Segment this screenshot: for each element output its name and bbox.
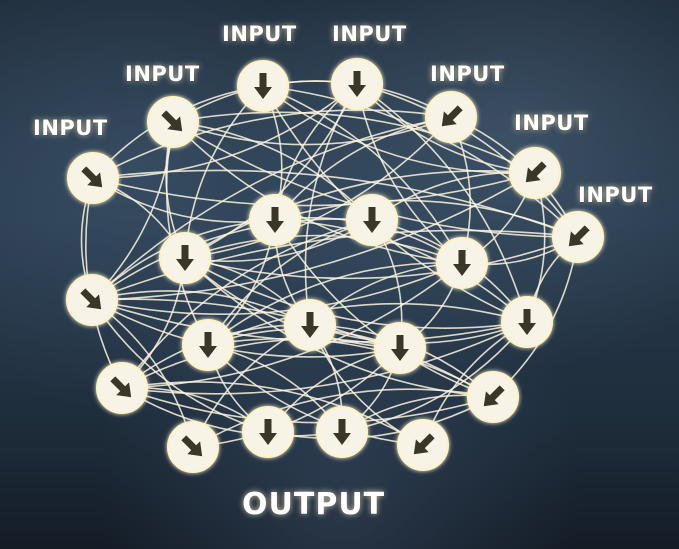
connection-edge [92, 172, 536, 207]
input-label: INPUT [430, 62, 505, 86]
down-arrow-icon [333, 419, 351, 445]
down-left-arrow-icon [441, 105, 463, 127]
connection-edge [92, 109, 452, 179]
connection-edge [92, 83, 358, 179]
down-right-arrow-icon [81, 166, 103, 188]
connection-edge [121, 321, 528, 395]
down-arrow-icon [199, 332, 217, 358]
network-node [249, 194, 301, 246]
input-label: INPUT [222, 22, 297, 46]
connection-edge [341, 321, 528, 433]
connection-edge [91, 299, 269, 433]
network-node [552, 211, 604, 263]
network-node [167, 421, 219, 473]
down-arrow-icon [254, 73, 272, 99]
connection-edge [207, 338, 494, 398]
down-arrow-icon [363, 207, 381, 233]
network-node [509, 147, 561, 199]
network-node [467, 371, 519, 423]
connection-edge [91, 116, 452, 301]
network-node [331, 58, 383, 110]
network-node [242, 406, 294, 458]
down-arrow-icon [518, 309, 536, 335]
connection-edge [121, 387, 494, 424]
network-node [316, 406, 368, 458]
connection-edge [184, 236, 579, 280]
down-arrow-icon [259, 419, 277, 445]
connection-edge [207, 344, 424, 446]
connection-edge [91, 299, 401, 358]
network-node [374, 322, 426, 374]
connection-edge [262, 85, 463, 264]
connection-edge [91, 290, 311, 326]
network-node [397, 419, 449, 471]
down-right-arrow-icon [181, 435, 203, 457]
network-node [96, 362, 148, 414]
network-node [436, 237, 488, 289]
down-arrow-icon [301, 312, 319, 338]
connection-edge [91, 229, 579, 301]
output-label: OUTPUT [242, 487, 386, 522]
down-left-arrow-icon [525, 161, 547, 183]
network-node [284, 299, 336, 351]
down-arrow-icon [348, 71, 366, 97]
down-left-arrow-icon [483, 385, 505, 407]
connection-edge [274, 219, 528, 323]
connection-edge [121, 338, 401, 389]
connection-edge [274, 199, 579, 238]
network-node [237, 60, 289, 112]
connection-edge [356, 83, 528, 323]
input-label: INPUT [33, 116, 108, 140]
down-left-arrow-icon [413, 433, 435, 455]
network-node [346, 194, 398, 246]
connection-edge [184, 234, 463, 264]
down-arrow-icon [176, 245, 194, 271]
input-label: INPUT [578, 183, 653, 207]
network-node [67, 152, 119, 204]
network-node [159, 232, 211, 284]
connection-edge [192, 347, 401, 448]
input-label: INPUT [125, 62, 200, 86]
connection-edge [91, 218, 373, 301]
network-nodes [66, 58, 604, 473]
network-node [147, 96, 199, 148]
down-right-arrow-icon [110, 376, 132, 398]
input-label: INPUT [514, 111, 589, 135]
connection-edge [207, 261, 463, 346]
connection-edge [91, 172, 536, 301]
network-node [182, 319, 234, 371]
connection-edge [207, 219, 373, 346]
down-arrow-icon [266, 207, 284, 233]
connection-edge [267, 396, 494, 440]
network-node [425, 91, 477, 143]
connection-edge [184, 116, 452, 259]
down-arrow-icon [391, 335, 409, 361]
network-node [501, 296, 553, 348]
connection-edge [356, 83, 579, 238]
connection-edge [356, 83, 463, 264]
connection-edge [184, 257, 528, 329]
down-arrow-icon [453, 250, 471, 276]
network-node [66, 274, 118, 326]
down-right-arrow-icon [80, 288, 102, 310]
down-right-arrow-icon [161, 110, 183, 132]
down-left-arrow-icon [568, 225, 590, 247]
connection-edge [121, 381, 424, 446]
input-label: INPUT [332, 22, 407, 46]
connection-edge [304, 83, 358, 326]
connection-edge [192, 388, 494, 448]
connection-edge [172, 111, 536, 174]
